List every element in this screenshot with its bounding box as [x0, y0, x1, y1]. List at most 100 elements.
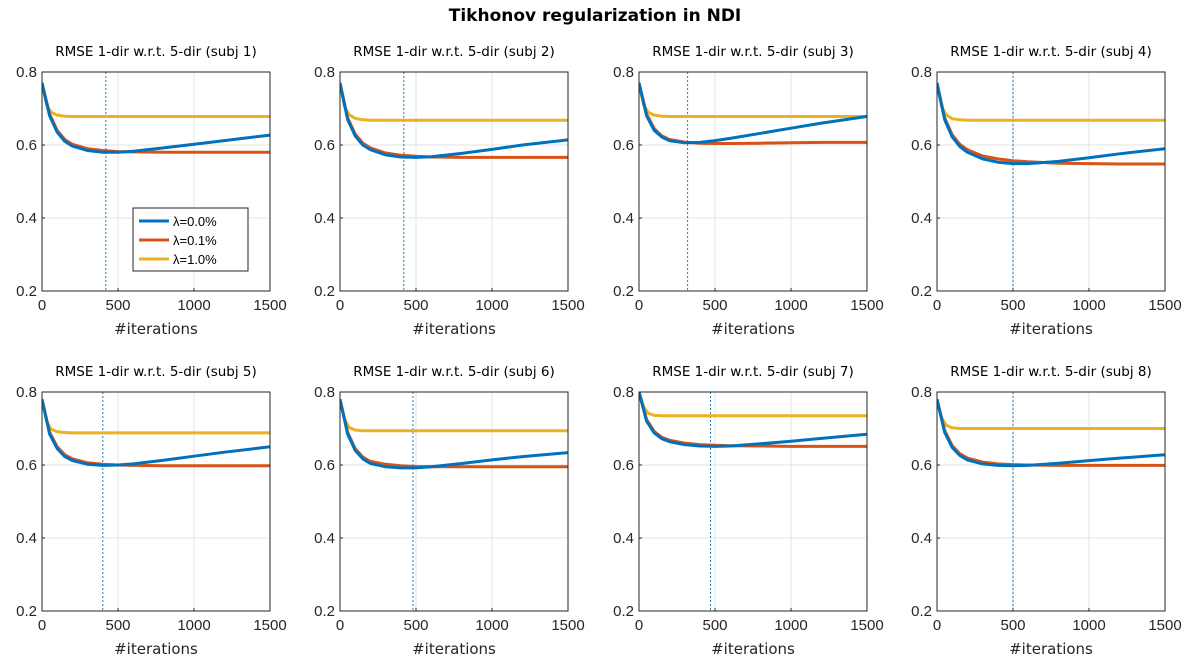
y-tick-label: 0.2	[911, 603, 932, 620]
x-tick-label: 500	[403, 617, 428, 634]
y-tick-label: 0.6	[16, 137, 37, 154]
y-tick-label: 0.4	[16, 530, 37, 547]
plot-area	[937, 392, 1165, 611]
x-tick-label: 1500	[551, 297, 584, 314]
subplot-5: 0 500 1000 1500 0.2 0.4 0.6 0.8 RMSE 1-dir w.r.t…	[16, 364, 287, 658]
y-tick-label: 0.6	[911, 457, 932, 474]
legend-entry: λ=0.0%	[173, 214, 217, 229]
x-tick-label: 500	[1000, 617, 1025, 634]
y-tick-label: 0.8	[911, 64, 932, 81]
x-axis-label: #iterations	[412, 640, 496, 658]
subplot-7: 0 500 1000 1500 0.2 0.4 0.6 0.8 RMSE 1-dir w.r.t…	[613, 364, 884, 658]
y-tick-label: 0.4	[613, 210, 634, 227]
y-tick-label: 0.8	[16, 384, 37, 401]
y-tick-label: 0.6	[613, 457, 634, 474]
y-tick-label: 0.6	[314, 137, 335, 154]
series-line	[937, 398, 1165, 468]
plot-area	[639, 72, 867, 291]
x-tick-label: 1000	[177, 297, 210, 314]
subplot-title: RMSE 1-dir w.r.t. 5-dir (subj 8)	[950, 364, 1152, 380]
x-tick-label: 1000	[774, 617, 807, 634]
subplot-title: RMSE 1-dir w.r.t. 5-dir (subj 4)	[950, 44, 1152, 60]
y-tick-label: 0.2	[613, 603, 634, 620]
x-tick-label: 500	[1000, 297, 1025, 314]
x-axis-label: #iterations	[114, 640, 198, 658]
x-tick-label: 0	[38, 297, 46, 314]
y-tick-label: 0.6	[16, 457, 37, 474]
plot-area	[340, 72, 568, 291]
subplot-title: RMSE 1-dir w.r.t. 5-dir (subj 7)	[652, 364, 854, 380]
x-tick-label: 500	[105, 617, 130, 634]
series-line	[42, 398, 270, 467]
subplot-title: RMSE 1-dir w.r.t. 5-dir (subj 1)	[55, 44, 257, 60]
subplot-title: RMSE 1-dir w.r.t. 5-dir (subj 3)	[652, 44, 854, 60]
x-tick-label: 1000	[774, 297, 807, 314]
subplot-8: 0 500 1000 1500 0.2 0.4 0.6 0.8 RMSE 1-dir w.r.t…	[911, 364, 1182, 658]
y-tick-label: 0.4	[911, 210, 932, 227]
plot-area	[340, 392, 568, 611]
legend-entry: λ=0.1%	[173, 233, 217, 248]
series-line	[340, 398, 568, 470]
y-tick-label: 0.2	[16, 603, 37, 620]
x-tick-label: 500	[702, 617, 727, 634]
series-line	[937, 82, 1165, 166]
x-axis-label: #iterations	[1009, 640, 1093, 658]
x-tick-label: 1500	[253, 297, 286, 314]
series-line	[639, 392, 867, 418]
y-tick-label: 0.2	[314, 283, 335, 300]
subplot-title: RMSE 1-dir w.r.t. 5-dir (subj 6)	[353, 364, 555, 380]
figure-title: Tikhonov regularization in NDI	[448, 6, 742, 26]
series-line	[639, 82, 867, 145]
axes-box	[339, 71, 569, 292]
axes-box	[638, 71, 868, 292]
plot-area	[937, 72, 1165, 291]
subplot-title: RMSE 1-dir w.r.t. 5-dir (subj 2)	[353, 44, 555, 60]
y-tick-label: 0.6	[613, 137, 634, 154]
series-line	[639, 392, 867, 448]
axes-box	[41, 71, 271, 292]
x-tick-label: 0	[38, 617, 46, 634]
subplot-2: 0 500 1000 1500 0.2 0.4 0.6 0.8 RMSE 1-dir w.r.t…	[314, 44, 585, 338]
series-line	[340, 82, 568, 159]
x-tick-label: 0	[336, 297, 344, 314]
x-tick-label: 1500	[551, 617, 584, 634]
axes-box	[339, 391, 569, 612]
x-axis-label: #iterations	[412, 320, 496, 338]
y-tick-label: 0.4	[314, 530, 335, 547]
subplot-6: 0 500 1000 1500 0.2 0.4 0.6 0.8 RMSE 1-dir w.r.t…	[314, 364, 585, 658]
y-tick-label: 0.8	[613, 384, 634, 401]
axes-box	[638, 391, 868, 612]
x-axis-label: #iterations	[114, 320, 198, 338]
axes-box	[41, 391, 271, 612]
y-tick-label: 0.8	[911, 384, 932, 401]
y-tick-label: 0.8	[314, 384, 335, 401]
legend: λ=0.0% λ=0.1% λ=1.0%	[132, 207, 249, 272]
subplot-3: 0 500 1000 1500 0.2 0.4 0.6 0.8 RMSE 1-dir w.r.t…	[613, 44, 884, 338]
legend-entry: λ=1.0%	[173, 252, 217, 267]
y-tick-label: 0.6	[314, 457, 335, 474]
x-tick-label: 1500	[1148, 617, 1181, 634]
y-tick-label: 0.2	[911, 283, 932, 300]
series-line	[42, 82, 270, 154]
y-tick-label: 0.2	[314, 603, 335, 620]
y-tick-label: 0.2	[16, 283, 37, 300]
x-tick-label: 0	[933, 297, 941, 314]
x-tick-label: 1500	[850, 617, 883, 634]
x-tick-label: 1500	[253, 617, 286, 634]
x-tick-label: 1000	[177, 617, 210, 634]
x-tick-label: 0	[336, 617, 344, 634]
y-tick-label: 0.4	[314, 210, 335, 227]
y-tick-label: 0.4	[613, 530, 634, 547]
x-tick-label: 0	[933, 617, 941, 634]
axes-box	[936, 391, 1166, 612]
x-tick-label: 1500	[1148, 297, 1181, 314]
x-tick-label: 1000	[475, 617, 508, 634]
y-tick-label: 0.8	[314, 64, 335, 81]
plot-area	[639, 392, 867, 611]
y-tick-label: 0.6	[911, 137, 932, 154]
plot-area	[42, 392, 270, 611]
x-tick-label: 1500	[850, 297, 883, 314]
x-tick-label: 0	[635, 297, 643, 314]
